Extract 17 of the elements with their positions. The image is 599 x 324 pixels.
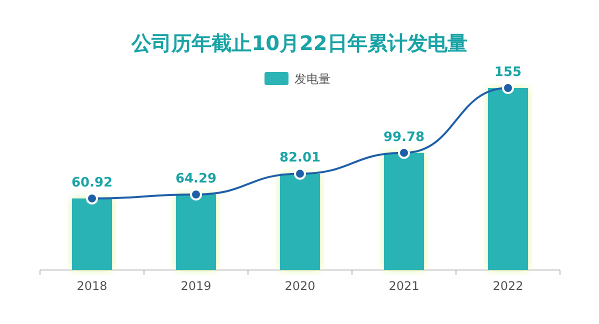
x-tick-label: 2021 [388,279,420,293]
data-label: 64.29 [175,172,217,187]
bar [176,194,216,270]
x-tick-label: 2019 [180,279,212,293]
x-tick-label: 2018 [76,279,108,293]
x-tick-label: 2020 [284,279,316,293]
bar [280,174,320,270]
data-label: 99.78 [383,130,425,145]
legend-label: 发电量 [294,72,330,86]
bar [72,198,112,270]
data-label: 155 [494,65,522,80]
data-label: 82.01 [279,150,321,166]
bar [384,152,424,270]
bar [488,88,528,270]
data-label: 60.92 [71,175,113,190]
chart-title: 公司历年截止10月22日年累计发电量 [130,31,468,55]
x-tick-label: 2022 [492,279,524,293]
